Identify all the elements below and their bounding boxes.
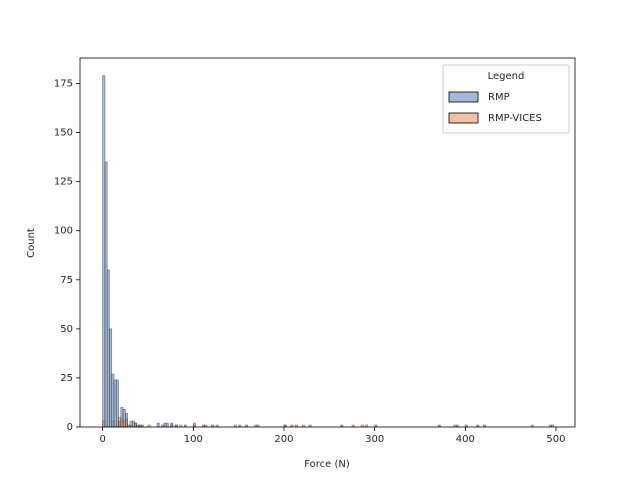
legend-label: RMP — [488, 92, 510, 103]
x-tick-label: 400 — [456, 434, 475, 445]
y-tick-label: 50 — [60, 324, 73, 335]
bar — [193, 422, 196, 428]
legend-title: Legend — [488, 71, 525, 82]
bar — [129, 420, 133, 428]
bar — [106, 269, 110, 428]
bar — [102, 75, 106, 428]
y-tick-label: 75 — [60, 275, 73, 286]
y-axis-label: Count — [26, 228, 37, 258]
legend-label: RMP-VICES — [488, 113, 542, 124]
legend-swatch — [448, 112, 479, 124]
y-tick-label: 150 — [54, 128, 73, 139]
bar — [111, 373, 115, 428]
bar — [134, 422, 137, 428]
bar — [163, 422, 167, 428]
x-tick-label: 300 — [365, 434, 384, 445]
x-tick-label: 100 — [184, 434, 203, 445]
x-axis-label: Force (N) — [304, 459, 350, 470]
bar — [102, 420, 106, 428]
bar — [109, 328, 113, 428]
bar — [104, 161, 108, 428]
plot-frame — [79, 57, 576, 428]
y-tick-label: 100 — [54, 226, 73, 237]
bar — [120, 418, 124, 428]
bar — [125, 418, 128, 428]
bar — [165, 422, 169, 428]
legend-swatch — [448, 91, 479, 103]
bar — [115, 379, 119, 428]
y-tick-label: 175 — [54, 79, 73, 90]
x-tick-label: 500 — [546, 434, 565, 445]
y-tick-label: 25 — [60, 373, 73, 384]
bar — [111, 420, 115, 428]
y-tick-label: 0 — [67, 422, 73, 433]
x-tick-label: 0 — [99, 434, 105, 445]
bar — [122, 420, 126, 428]
x-tick-label: 200 — [274, 434, 293, 445]
bar — [113, 379, 117, 428]
y-tick-label: 125 — [54, 177, 73, 188]
bar — [156, 422, 160, 428]
bar — [118, 416, 122, 428]
bar — [131, 420, 135, 428]
